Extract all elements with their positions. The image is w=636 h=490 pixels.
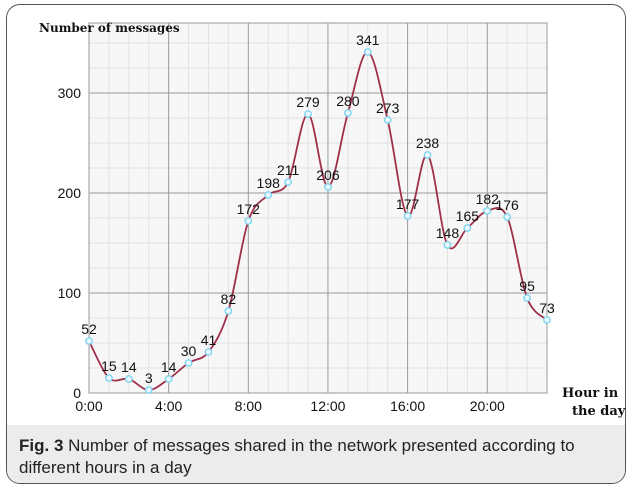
x-axis-label-line2: the day bbox=[572, 404, 626, 419]
data-point bbox=[144, 386, 153, 394]
data-point bbox=[523, 294, 531, 302]
data-label: 172 bbox=[237, 201, 261, 217]
data-point bbox=[403, 212, 412, 220]
x-axis-label-line1: Hour in bbox=[562, 386, 619, 401]
caption-box: Fig. 3 Number of messages shared in the … bbox=[7, 425, 625, 483]
y-axis-label: Number of messages bbox=[39, 21, 180, 35]
caption-label: Fig. 3 bbox=[19, 436, 64, 455]
data-point bbox=[363, 48, 372, 56]
data-label: 198 bbox=[257, 175, 281, 191]
data-label: 82 bbox=[221, 291, 237, 307]
data-label: 14 bbox=[121, 359, 137, 375]
caption-text: Number of messages shared in the network… bbox=[19, 436, 575, 477]
data-label: 41 bbox=[201, 332, 217, 348]
data-label: 206 bbox=[316, 167, 340, 183]
x-tick-label: 20:00 bbox=[470, 398, 505, 414]
x-tick-label: 12:00 bbox=[310, 398, 345, 414]
data-point bbox=[463, 224, 472, 232]
data-label: 176 bbox=[495, 197, 519, 213]
y-tick-label: 200 bbox=[58, 185, 82, 201]
x-tick-label: 16:00 bbox=[390, 398, 425, 414]
data-label: 30 bbox=[181, 343, 197, 359]
data-label: 52 bbox=[81, 321, 97, 337]
x-tick-label: 4:00 bbox=[155, 398, 182, 414]
data-label: 182 bbox=[476, 191, 500, 207]
data-label: 279 bbox=[296, 94, 320, 110]
data-point bbox=[164, 375, 173, 383]
data-label: 14 bbox=[161, 359, 177, 375]
data-label: 177 bbox=[396, 196, 420, 212]
data-label: 280 bbox=[336, 93, 360, 109]
data-point bbox=[105, 374, 113, 382]
data-point bbox=[204, 348, 213, 356]
y-tick-label: 100 bbox=[58, 285, 82, 301]
data-point bbox=[304, 110, 312, 118]
data-point bbox=[124, 375, 133, 383]
data-point bbox=[224, 307, 233, 315]
data-label: 341 bbox=[356, 32, 380, 48]
data-point bbox=[443, 241, 452, 249]
data-label: 165 bbox=[456, 208, 480, 224]
data-point bbox=[264, 191, 273, 199]
data-point bbox=[503, 213, 512, 221]
data-label: 73 bbox=[539, 300, 555, 316]
data-point bbox=[324, 183, 332, 191]
x-tick-label: 8:00 bbox=[235, 398, 262, 414]
y-tick-label: 300 bbox=[58, 85, 82, 101]
plot-area bbox=[89, 23, 547, 393]
data-label: 211 bbox=[277, 162, 300, 178]
data-label: 3 bbox=[145, 370, 153, 386]
data-point bbox=[244, 217, 253, 225]
data-label: 148 bbox=[436, 225, 460, 241]
y-tick-label: 0 bbox=[73, 385, 81, 401]
data-label: 95 bbox=[519, 278, 535, 294]
data-point bbox=[423, 151, 432, 159]
data-point bbox=[383, 116, 392, 124]
data-point bbox=[85, 337, 93, 345]
data-point bbox=[543, 316, 551, 324]
x-tick-label: 0:00 bbox=[75, 398, 102, 414]
data-point bbox=[483, 207, 492, 215]
figure-frame: 52 15 14 3 14 30 41 82 172 198 211 279 206 280 341 273 1… bbox=[6, 4, 626, 484]
data-point bbox=[343, 109, 352, 117]
data-point bbox=[284, 178, 293, 186]
data-label: 238 bbox=[416, 135, 440, 151]
data-label: 273 bbox=[376, 100, 400, 116]
figure-caption: Fig. 3 Number of messages shared in the … bbox=[19, 435, 619, 479]
data-label: 15 bbox=[101, 358, 117, 374]
data-point bbox=[184, 359, 193, 367]
plot-border bbox=[88, 22, 548, 394]
